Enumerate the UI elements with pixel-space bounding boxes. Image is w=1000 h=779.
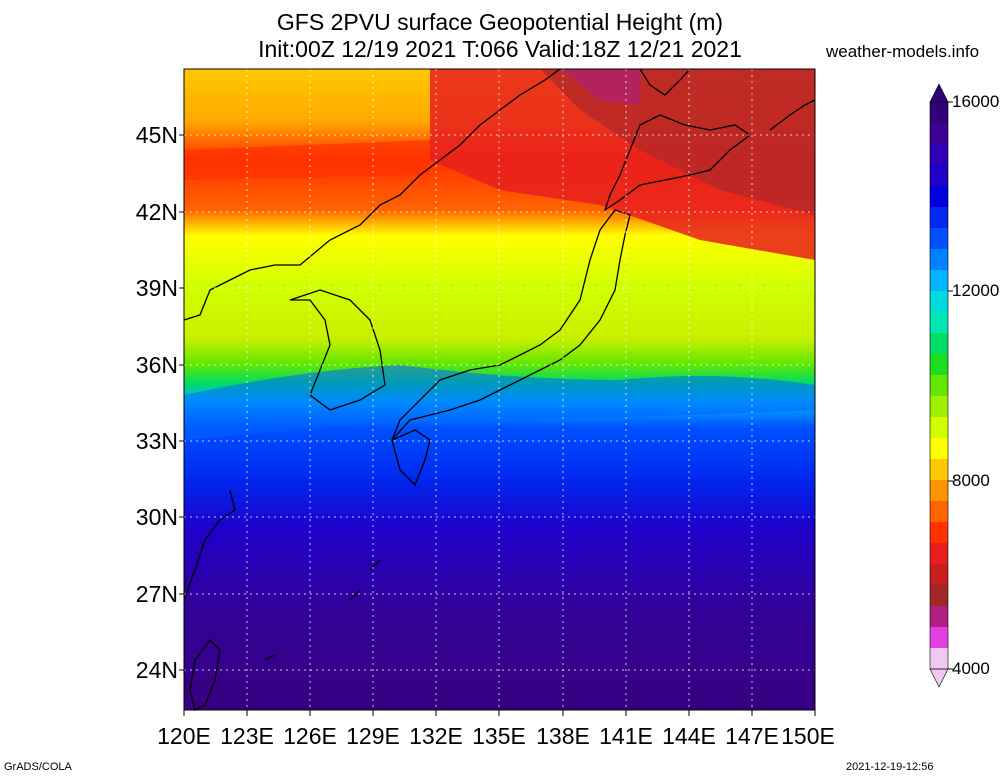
- colorbar-swatch: [930, 249, 948, 271]
- lat-label: 39N: [135, 275, 178, 301]
- colorbar-swatch: [930, 354, 948, 376]
- colorbar-swatch: [930, 144, 948, 166]
- lon-label: 141E: [599, 723, 653, 749]
- lon-label: 129E: [346, 723, 400, 749]
- lat-label: 24N: [135, 657, 178, 683]
- lon-label: 147E: [725, 723, 779, 749]
- colorbar-swatch: [930, 648, 948, 670]
- lon-label: 144E: [662, 723, 716, 749]
- colorbar-swatch: [930, 228, 948, 250]
- colorbar-swatch: [930, 459, 948, 481]
- colorbar-label: 4000: [952, 659, 990, 678]
- colorbar: [929, 83, 953, 688]
- lon-label: 132E: [409, 723, 463, 749]
- lat-label: 27N: [135, 581, 178, 607]
- lon-label: 126E: [283, 723, 337, 749]
- axis-ticks: [179, 134, 816, 716]
- colorbar-swatch: [930, 270, 948, 292]
- colorbar-swatch: [930, 165, 948, 187]
- colorbar-swatch: [930, 333, 948, 355]
- lon-label: 150E: [781, 723, 835, 749]
- lon-label: 123E: [220, 723, 274, 749]
- colorbar-swatch: [930, 585, 948, 607]
- colorbar-swatch: [930, 564, 948, 586]
- colorbar-swatch: [930, 543, 948, 565]
- colorbar-label: 12000: [952, 281, 1000, 300]
- colorbar-bottom-arrow: [929, 668, 949, 688]
- lat-label: 30N: [135, 504, 178, 530]
- colorbar-swatch: [930, 606, 948, 628]
- colorbar-label: 8000: [952, 471, 990, 490]
- lat-label: 45N: [135, 122, 178, 148]
- colorbar-swatch: [930, 480, 948, 502]
- colorbar-swatch: [930, 501, 948, 523]
- colorbar-top-arrow: [929, 83, 949, 103]
- lat-label: 36N: [135, 352, 178, 378]
- lat-label: 33N: [135, 428, 178, 454]
- chart-title: GFS 2PVU surface Geopotential Height (m): [276, 9, 724, 35]
- map-plot-area: [183, 68, 816, 711]
- lon-label: 120E: [157, 723, 211, 749]
- colorbar-swatch: [930, 123, 948, 145]
- colorbar-frame: [929, 101, 949, 670]
- coastlines: [183, 68, 816, 711]
- lat-label: 42N: [135, 199, 178, 225]
- colorbar-swatch: [930, 375, 948, 397]
- colorbar-swatch: [930, 438, 948, 460]
- colorbar-swatch: [930, 312, 948, 334]
- colorbar-label: 16000: [952, 92, 1000, 111]
- colorbar-swatch: [930, 396, 948, 418]
- site-credit: weather-models.info: [826, 42, 980, 61]
- colorbar-swatch: [930, 522, 948, 544]
- software-credit: GrADS/COLA: [4, 761, 72, 773]
- graticule: [184, 69, 815, 710]
- lon-label: 135E: [472, 723, 526, 749]
- chart-subtitle: Init:00Z 12/19 2021 T:066 Valid:18Z 12/2…: [258, 36, 742, 62]
- colorbar-swatch: [930, 417, 948, 439]
- colorbar-swatch: [930, 186, 948, 208]
- lon-label: 138E: [536, 723, 590, 749]
- colorbar-swatch: [930, 627, 948, 649]
- colorbar-swatch: [930, 291, 948, 313]
- timestamp: 2021-12-19-12:56: [846, 761, 934, 773]
- colorbar-swatch: [930, 207, 948, 229]
- colorbar-swatch: [930, 102, 948, 124]
